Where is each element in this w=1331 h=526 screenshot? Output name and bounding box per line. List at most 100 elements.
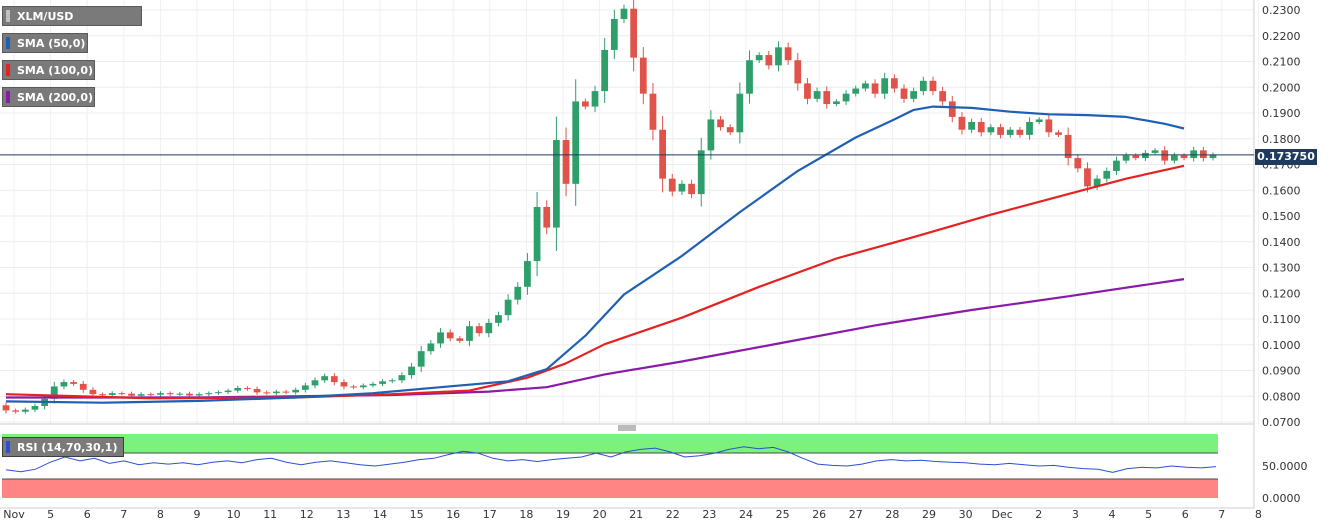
- x-tick-label: 27: [849, 508, 863, 521]
- x-tick-label: 2: [1035, 508, 1042, 521]
- candle-body: [495, 315, 502, 323]
- candle-body: [215, 392, 222, 394]
- x-tick-label: 5: [1145, 508, 1152, 521]
- candle-body: [948, 101, 956, 117]
- y-tick-label: 0.2000: [1262, 81, 1301, 94]
- candle-body: [292, 389, 300, 393]
- y-tick-label: 0.1300: [1262, 262, 1301, 275]
- legend-sma200[interactable]: SMA (200,0): [2, 87, 95, 107]
- rsi-oversold-zone: [2, 479, 1218, 498]
- candle-body: [466, 326, 473, 341]
- candle-body: [446, 332, 454, 339]
- rsi-axis-ticks: 50.0000 0.0000: [1262, 460, 1308, 505]
- candle-body: [794, 60, 802, 84]
- candle-body: [784, 47, 792, 61]
- candle-body: [417, 351, 425, 367]
- y-tick-label: 0.1900: [1262, 107, 1301, 120]
- candle-body: [1161, 150, 1169, 161]
- candle-body: [765, 55, 773, 66]
- x-tick-label: 21: [629, 508, 643, 521]
- candle-body: [1074, 158, 1082, 169]
- candle-body: [842, 93, 850, 102]
- legend-sma100[interactable]: SMA (100,0): [2, 60, 95, 80]
- candle-body: [813, 91, 821, 99]
- x-tick-label: 20: [593, 508, 607, 521]
- x-tick-label: 26: [812, 508, 826, 521]
- candle-body: [350, 386, 357, 388]
- candle-body: [900, 88, 908, 99]
- candle-body: [1045, 119, 1053, 133]
- candle-body: [514, 286, 522, 300]
- candle-body: [968, 122, 975, 130]
- x-tick-label: 6: [1182, 508, 1189, 521]
- candle-body: [1055, 132, 1062, 135]
- x-tick-label: 28: [885, 508, 899, 521]
- x-tick-label: 16: [446, 508, 460, 521]
- x-tick-label: 6: [84, 508, 91, 521]
- x-tick-label: Nov: [3, 508, 25, 521]
- rsi-mid-zone: [2, 453, 1218, 479]
- candle-body: [398, 375, 406, 381]
- x-axis-ticks: Nov 5 6 7 8 9 10 11 12 13 14 15 16 17 18 19 20 21 22 23 24 25…: [3, 508, 1262, 521]
- candle-body: [919, 80, 927, 92]
- x-tick-label: 19: [556, 508, 570, 521]
- candle-body: [1026, 122, 1033, 135]
- candle-body: [99, 394, 106, 396]
- candle-body: [717, 119, 724, 128]
- candle-body: [1103, 170, 1111, 179]
- candle-body: [408, 366, 415, 376]
- candle-body: [1035, 119, 1043, 123]
- x-tick-label: 17: [483, 508, 497, 521]
- x-tick-label: 14: [373, 508, 387, 521]
- candle-body: [79, 383, 87, 390]
- candle-body: [475, 326, 483, 334]
- candle-body: [50, 386, 58, 399]
- x-tick-label: 22: [666, 508, 680, 521]
- candle-body: [591, 91, 599, 107]
- rsi-tick-label: 0.0000: [1262, 492, 1301, 505]
- candle-body: [775, 47, 782, 66]
- candle-body: [263, 392, 271, 394]
- sma100-swatch: [6, 64, 10, 76]
- candle-body: [272, 391, 280, 394]
- y-tick-label: 0.0900: [1262, 365, 1301, 378]
- rsi-tick-label: 50.0000: [1262, 460, 1308, 473]
- legend-sma200-label: SMA (200,0): [17, 91, 94, 104]
- candle-body: [910, 91, 918, 99]
- candle-body: [1142, 152, 1149, 159]
- x-tick-label: 13: [336, 508, 350, 521]
- candle-body: [639, 57, 647, 94]
- candle-body: [871, 83, 879, 94]
- x-tick-label: 15: [410, 508, 424, 521]
- candle-body: [437, 332, 444, 344]
- candle-body: [862, 83, 869, 89]
- candle-body: [31, 406, 39, 410]
- candle-body: [311, 380, 319, 386]
- rsi-legend[interactable]: RSI (14,70,30,1): [2, 437, 125, 457]
- candle-body: [128, 393, 135, 396]
- x-tick-label: 8: [1255, 508, 1262, 521]
- rsi-line: [5, 446, 1217, 473]
- rsi-swatch: [6, 441, 10, 453]
- candle-body: [176, 393, 184, 395]
- candle-body: [688, 183, 695, 195]
- candle-body: [186, 393, 193, 396]
- candle-body: [1122, 155, 1130, 161]
- candle-body: [601, 49, 609, 92]
- pane-divider-handle[interactable]: [618, 425, 636, 431]
- candle-body: [1151, 150, 1159, 153]
- legend-sma50[interactable]: SMA (50,0): [2, 33, 88, 53]
- candle-body: [234, 388, 242, 391]
- candle-body: [253, 389, 261, 393]
- candle-body: [890, 78, 898, 89]
- candle-body: [147, 394, 155, 396]
- x-tick-label: 18: [519, 508, 533, 521]
- candle-body: [630, 8, 638, 58]
- x-tick-label: 10: [227, 508, 241, 521]
- x-tick-label: 11: [263, 508, 277, 521]
- candle-body: [553, 140, 560, 228]
- legend-sma100-label: SMA (100,0): [17, 64, 94, 77]
- candle-body: [1180, 155, 1188, 159]
- x-tick-label: Dec: [992, 508, 1013, 521]
